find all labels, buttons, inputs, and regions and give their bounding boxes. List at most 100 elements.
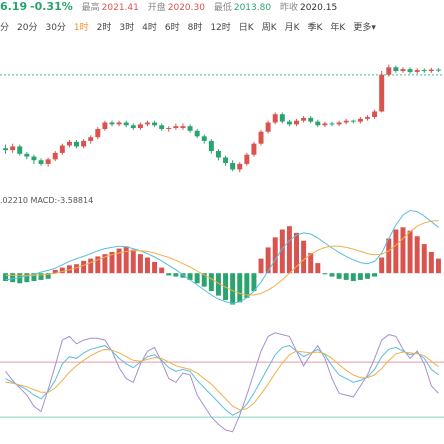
candle-body [223,157,229,163]
macd-bar [201,273,207,287]
candle-body [393,67,399,71]
dif-value: .02210 [0,196,28,205]
candle-body [10,146,16,151]
tab-5[interactable]: 3时 [119,23,135,33]
macd-bar [357,273,363,280]
candle-body [350,120,356,122]
macd-bar [166,273,172,276]
candle-body [414,70,420,72]
candle-body [95,128,101,138]
candle-body [145,122,150,125]
candle-body [294,120,299,125]
candle-body [379,74,385,112]
macd-bar [343,273,349,280]
candle-body [279,114,285,122]
dea-line [5,220,439,296]
candle-body [215,151,221,158]
macd-bar [17,273,23,284]
prev-close-label: 昨收 [279,3,298,13]
tab-10[interactable]: 日K [238,23,254,33]
macd-bar [265,247,271,274]
candle-body [173,126,179,129]
candle-body [435,69,441,71]
candle-body [421,70,427,72]
candle-body [372,111,378,117]
change-percent: -0.31% [30,0,73,13]
candle-body [152,122,158,126]
macd-bar [386,238,392,274]
tab-1[interactable]: 20分 [17,23,38,33]
candle-body [130,125,136,129]
prev-close-value: 2020.15 [299,3,338,13]
candle-body [329,123,335,125]
candle-body [308,117,314,122]
j-line [5,332,439,433]
tab-11[interactable]: 周K [261,23,277,33]
macd-bar [208,273,214,292]
candle-body [315,121,321,126]
candle-body [180,126,186,129]
candle-body [81,140,87,147]
candle-body [386,67,392,75]
tab-7[interactable]: 6时 [164,23,180,33]
tab-15[interactable]: 更多▾ [353,23,376,33]
candle-body [66,141,72,146]
macd-bar [258,258,264,274]
tab-2[interactable]: 30分 [45,23,66,33]
d-line [5,348,439,411]
macd-bar [244,273,250,298]
macd-bar [215,273,221,296]
candle-body [31,156,37,161]
candle-body [88,137,94,141]
candle-body [166,128,172,130]
tab-6[interactable]: 4时 [142,23,157,33]
candle-body [102,122,108,129]
candle-body [201,136,207,141]
candle-body [258,131,264,144]
candle-body [59,145,65,153]
macd-value: MACD:-3.58814 [30,196,94,205]
k-line [5,345,439,416]
macd-bar [52,269,58,274]
macd-bar [109,251,115,274]
macd-bar [137,254,143,274]
macd-bar [237,273,243,303]
macd-bar [123,246,129,274]
tab-4[interactable]: 2时 [96,23,112,33]
tab-9[interactable]: 12时 [210,23,231,33]
candle-body [230,163,236,170]
quote-header: 6.19 -0.31% 最高 2021.41 开盘 2020.30 最低 2013.8… [0,0,337,13]
macd-bar [88,258,94,274]
high-label: 最高 [81,3,100,13]
candle-body [237,163,243,170]
macd-bar [414,236,420,274]
candle-body [17,146,23,154]
tab-0[interactable]: 分 [0,23,10,33]
macd-bar [400,227,406,274]
dif-line [5,209,439,304]
candle-body [428,69,434,71]
macd-bar [393,229,399,274]
last-price: 6.19 [0,0,28,13]
macd-bar [308,253,314,274]
candle-body [301,117,307,121]
tab-8[interactable]: 8时 [187,23,203,33]
candle-body [343,120,349,123]
tab-12[interactable]: 月K [284,23,300,33]
macd-bar [301,240,307,274]
macd-bar [159,267,165,274]
macd-bar [329,273,335,277]
macd-bar [315,263,321,274]
macd-bar [95,256,101,274]
candle-body [322,123,328,126]
tab-3[interactable]: 1时 [73,23,89,33]
candle-body [3,148,9,151]
tab-13[interactable]: 季K [307,23,323,33]
tab-14[interactable]: 年K [330,23,346,33]
macd-bar [187,273,193,280]
candle-body [159,125,165,129]
macd-bar [251,273,257,292]
candle-body [38,160,44,164]
macd-bar [3,273,9,282]
